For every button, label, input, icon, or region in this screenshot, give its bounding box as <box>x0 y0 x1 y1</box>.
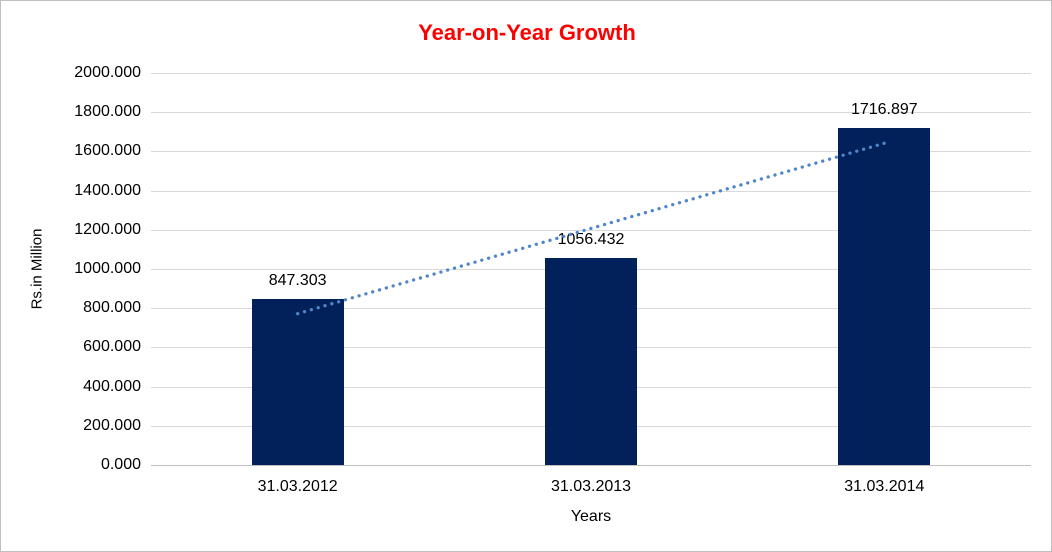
y-tick-label: 1200.000 <box>74 220 141 238</box>
y-tick-label: 1000.000 <box>74 260 141 277</box>
x-axis-line <box>151 465 1031 466</box>
bar <box>838 128 931 465</box>
bar-data-label: 1716.897 <box>850 101 918 119</box>
y-tick-label: 400.000 <box>83 377 141 395</box>
y-tick-label: 2000.000 <box>74 64 141 81</box>
y-tick-label: 800.000 <box>83 299 141 317</box>
chart-title: Year-on-Year Growth <box>418 20 636 45</box>
bar <box>545 257 637 465</box>
x-tick-label: 31.03.2014 <box>844 478 925 495</box>
bar <box>251 298 344 465</box>
gridline <box>151 73 1031 74</box>
x-axis-title: Years <box>570 508 612 525</box>
y-tick-label: 200.000 <box>83 416 141 434</box>
bar-data-label: 1056.432 <box>557 230 625 248</box>
y-tick-label: 1400.000 <box>74 181 141 199</box>
y-tick-label: 1800.000 <box>74 103 141 121</box>
x-tick-label: 31.03.2013 <box>550 478 632 495</box>
y-tick-label: 600.000 <box>83 338 141 356</box>
bar-data-label: 847.303 <box>268 271 327 289</box>
x-tick-label: 31.03.2012 <box>257 478 338 495</box>
y-tick-label: 1600.000 <box>74 142 141 160</box>
y-tick-label: 0.000 <box>100 456 141 473</box>
gridline <box>151 112 1031 114</box>
